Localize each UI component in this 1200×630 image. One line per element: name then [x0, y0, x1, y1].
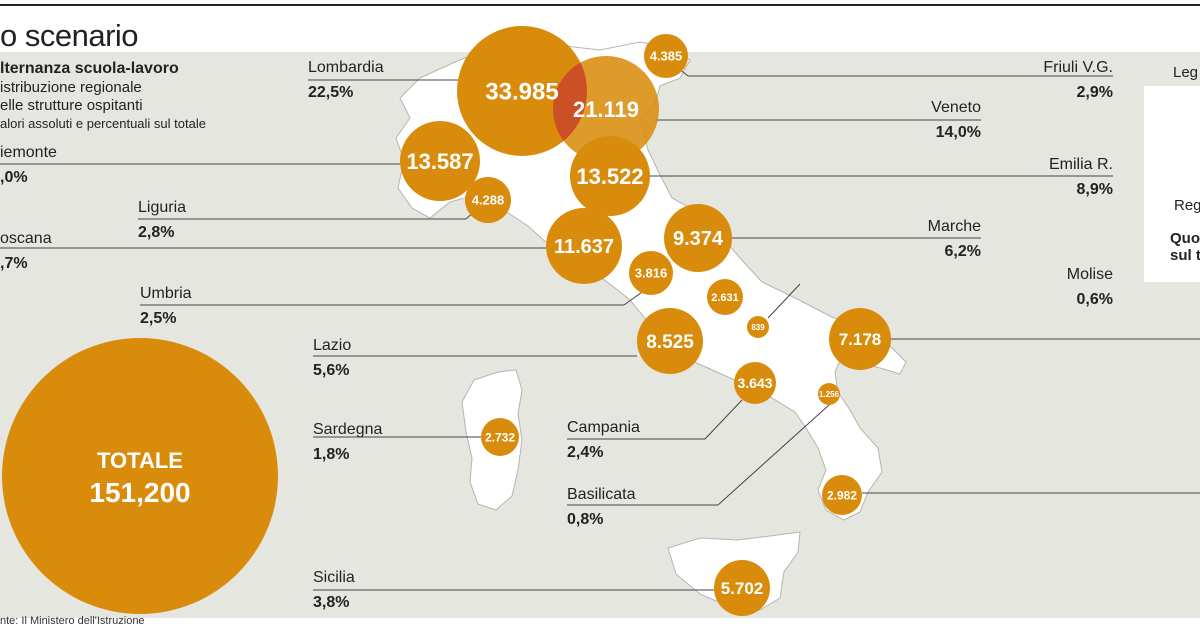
region-name-basilicata: Basilicata [567, 486, 636, 503]
total-label: TOTALE [97, 448, 183, 473]
total-bubble-group: TOTALE 151,200 [2, 338, 278, 614]
region-name-veneto: Veneto [931, 99, 981, 116]
bubble-value-veneto: 21.119 [573, 97, 639, 122]
region-pct-lazio: 5,6% [313, 362, 350, 379]
bubble-value-sicilia: 5.702 [721, 579, 764, 598]
region-name-friuli-v-g: Friuli V.G. [1043, 59, 1113, 76]
bubble-abruzzo [707, 279, 743, 315]
leader-line-molise [767, 283, 801, 319]
bubble-umbria [629, 251, 673, 295]
legend-title: Leg [1173, 64, 1199, 81]
total-value: 151,200 [89, 477, 190, 508]
bubble-basilicata [818, 383, 840, 405]
legend-box [1144, 86, 1200, 282]
bubble-value-umbria: 3.816 [635, 266, 668, 281]
leader-line-basilicata [717, 404, 830, 506]
bubble-value-campania: 3.643 [737, 375, 772, 391]
leader-lines [0, 67, 1200, 591]
bubble-value-sardegna: 2.732 [485, 430, 515, 444]
region-name-sicilia: Sicilia [313, 569, 355, 586]
bubble-value-molise: 839 [751, 323, 765, 332]
region-pct-campania: 2,4% [567, 444, 604, 461]
bubble-marche [664, 204, 732, 272]
bubble-value-oscana: 11.637 [554, 236, 614, 258]
bubble-campania [734, 362, 776, 404]
region-name-oscana: oscana [0, 230, 52, 247]
region-pct-molise: 0,6% [1076, 291, 1113, 308]
region-pct-oscana: ,7% [0, 255, 28, 272]
region-pct-sardegna: 1,8% [313, 446, 350, 463]
bubble-lombardia [457, 26, 587, 156]
region-pct-emilia-r: 8,9% [1076, 181, 1113, 198]
source-note: nte: Il Ministero dell'Istruzione [0, 615, 145, 627]
subtitle-line-1: istribuzione regionale [0, 79, 142, 96]
bubble-lazio [637, 308, 703, 374]
region-pct-basilicata: 0,8% [567, 511, 604, 528]
legend-pct-label-2: sul t [1170, 247, 1200, 264]
region-name-marche: Marche [927, 218, 981, 235]
bubble-molise [747, 316, 769, 338]
region-pct-lombardia: 22,5% [308, 84, 354, 101]
region-pct-iemonte: ,0% [0, 169, 28, 186]
region-name-iemonte: iemonte [0, 144, 57, 161]
region-name-liguria: Liguria [138, 199, 187, 216]
bubble-oscana [546, 208, 622, 284]
bubble-value-marche: 9.374 [673, 228, 724, 250]
bubble-sardegna [481, 418, 519, 456]
leader-line-campania [704, 399, 743, 440]
bubble-liguria [465, 177, 511, 223]
subtitle-heading: lternanza scuola-lavoro [0, 60, 179, 77]
bubble-value-emilia-r: 13.522 [576, 164, 643, 189]
legend-region-label: Reg [1174, 197, 1200, 214]
bubble-sicilia [714, 560, 770, 616]
bubble-puglia [829, 308, 891, 370]
subtitle-line-3: alori assoluti e percentuali sul totale [0, 116, 206, 131]
region-pct-sicilia: 3,8% [313, 594, 350, 611]
region-name-sardegna: Sardegna [313, 421, 383, 438]
region-pct-friuli-v-g: 2,9% [1076, 84, 1113, 101]
bubble-iemonte [400, 121, 480, 201]
bubble-value-friuli-v-g: 4.385 [650, 49, 683, 64]
region-name-emilia-r: Emilia R. [1048, 156, 1113, 173]
total-bubble [2, 338, 278, 614]
region-pct-marche: 6,2% [944, 243, 981, 260]
region-name-lombardia: Lombardia [308, 59, 384, 76]
region-name-campania: Campania [567, 419, 640, 436]
bubble-value-calabria: 2.982 [827, 488, 857, 502]
region-pct-veneto: 14,0% [935, 124, 981, 141]
region-name-umbria: Umbria [140, 285, 192, 302]
subtitle-line-2: elle strutture ospitanti [0, 97, 143, 114]
top-rule [0, 4, 1200, 6]
bubble-value-liguria: 4.288 [472, 193, 505, 208]
bubble-value-lombardia: 33.985 [485, 79, 558, 106]
bubble-value-basilicata: 1.256 [819, 390, 840, 399]
region-pct-umbria: 2,5% [140, 310, 177, 327]
bubble-value-iemonte: 13.587 [406, 149, 473, 174]
region-name-lazio: Lazio [313, 337, 352, 354]
bubble-value-puglia: 7.178 [839, 330, 882, 349]
legend-pct-label-1: Quo [1170, 230, 1200, 247]
region-pct-liguria: 2,8% [138, 224, 175, 241]
bubble-emilia-r [570, 136, 650, 216]
bubble-calabria [822, 475, 862, 515]
bubble-value-abruzzo: 2.631 [711, 292, 739, 304]
bubble-friuli-v-g [644, 34, 688, 78]
bubble-value-lazio: 8.525 [646, 332, 694, 353]
region-name-molise: Molise [1066, 266, 1113, 283]
page-title: o scenario [0, 18, 139, 53]
region-bubbles: 33.985 21.119 4.385 13.587 13.522 4.288 11.637… [400, 26, 891, 616]
